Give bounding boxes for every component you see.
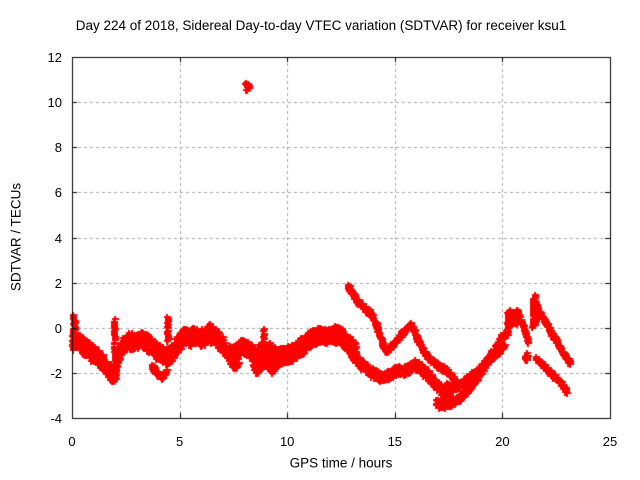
y-tick-label: 10 xyxy=(47,95,62,111)
y-tick-label: 6 xyxy=(54,185,62,201)
y-tick-label: -4 xyxy=(50,411,62,426)
x-tick-label: 10 xyxy=(279,434,295,449)
y-tick-label: 2 xyxy=(54,275,62,291)
y-tick-label: 4 xyxy=(54,230,62,246)
x-tick-label: 25 xyxy=(602,434,618,449)
y-tick-label: -2 xyxy=(50,365,62,381)
x-tick-label: 15 xyxy=(387,434,403,449)
y-tick-label: 0 xyxy=(54,320,62,336)
x-tick-label: 5 xyxy=(175,434,184,449)
x-tick-label: 0 xyxy=(68,434,76,449)
y-tick-label: 8 xyxy=(54,140,62,156)
y-tick-label: 12 xyxy=(47,50,62,65)
x-tick-label: 20 xyxy=(495,434,510,449)
